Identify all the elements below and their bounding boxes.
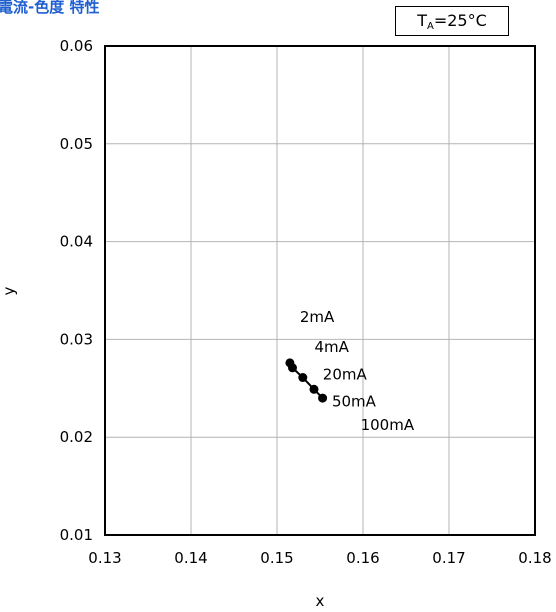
series xyxy=(285,358,328,403)
x-tick-label: 0.18 xyxy=(518,549,551,567)
y-axis-label: y xyxy=(0,286,18,295)
data-point-20mA xyxy=(298,373,308,383)
data-point-100mA xyxy=(318,393,328,403)
condition-subscript: A xyxy=(427,21,434,32)
data-point-4mA xyxy=(287,363,297,373)
tick-labels: 0.13 0.14 0.15 0.16 0.17 0.18 0.01 0.02 0.03 0.04… xyxy=(60,37,552,567)
plot-frame xyxy=(104,45,536,536)
annotation-2mA: 2mA xyxy=(300,308,335,326)
x-tick-label: 0.17 xyxy=(432,549,465,567)
annotation-100mA: 100mA xyxy=(361,416,415,434)
grid xyxy=(105,46,535,535)
chart-title: 電流-色度 特性 xyxy=(0,0,100,16)
condition-symbol: T xyxy=(417,11,427,30)
x-tick-label: 0.14 xyxy=(174,549,207,567)
x-tick-label: 0.16 xyxy=(346,549,379,567)
x-tick-label: 0.15 xyxy=(260,549,293,567)
y-tick-label: 0.06 xyxy=(60,37,93,55)
annotation-20mA: 20mA xyxy=(323,366,368,384)
x-tick-label: 0.13 xyxy=(88,549,121,567)
annotations: 2mA 4mA 20mA 50mA 100mA xyxy=(300,308,415,434)
condition-value: =25°C xyxy=(433,11,487,30)
y-tick-label: 0.02 xyxy=(60,428,93,446)
x-axis-label: x xyxy=(316,592,325,610)
condition-box: TA=25°C xyxy=(395,6,509,36)
y-tick-label: 0.04 xyxy=(60,233,93,251)
y-tick-label: 0.01 xyxy=(60,526,93,544)
annotation-50mA: 50mA xyxy=(332,392,377,410)
data-point-50mA xyxy=(309,384,319,394)
y-tick-label: 0.05 xyxy=(60,135,93,153)
annotation-4mA: 4mA xyxy=(314,338,349,356)
y-tick-label: 0.03 xyxy=(60,330,93,348)
